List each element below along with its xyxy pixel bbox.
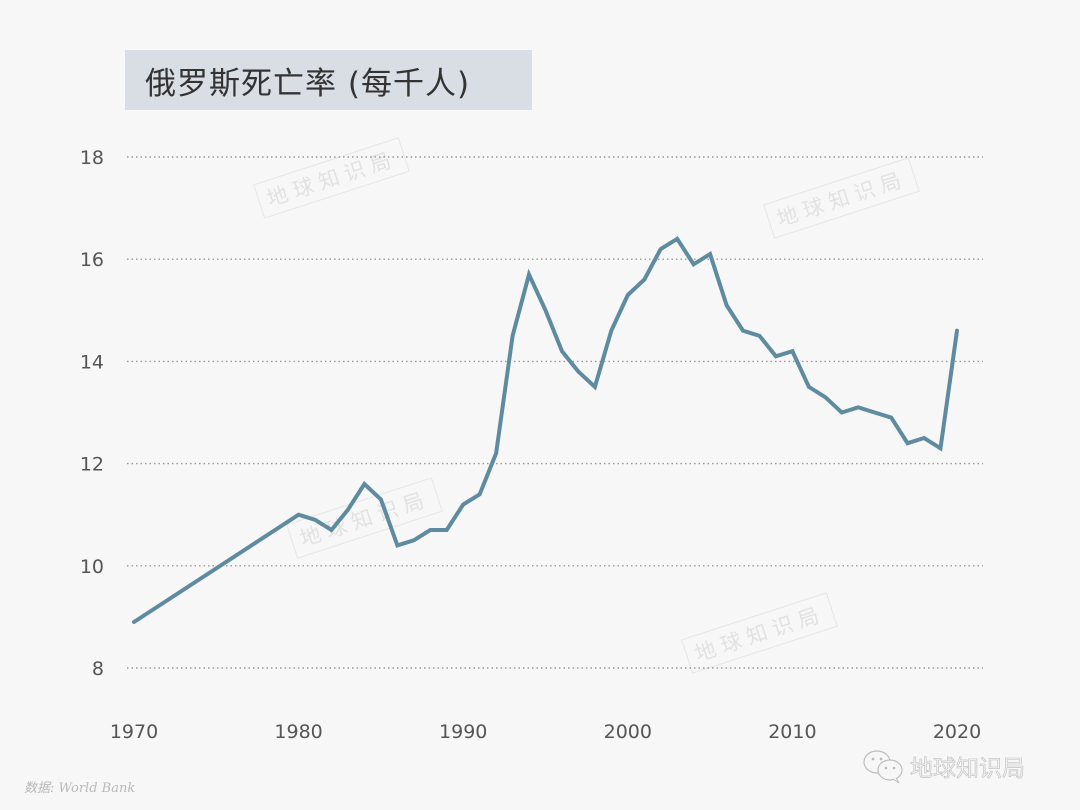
x-tick-label: 1980: [274, 721, 322, 743]
brand-logo: 地球知识局: [862, 748, 1025, 784]
data-source: 数据: World Bank: [24, 781, 136, 796]
y-axis-ticks: 8 10 12 14 16 18: [80, 147, 104, 680]
x-tick-label: 1990: [439, 721, 487, 743]
wechat-icon: [863, 750, 903, 784]
x-tick-label: 1970: [110, 721, 158, 743]
y-tick-label: 14: [80, 351, 104, 373]
brand-name: 地球知识局: [910, 756, 1026, 783]
mortality-rate-line: [132, 236, 959, 624]
x-tick-label: 2000: [604, 721, 652, 743]
x-tick-label: 2020: [933, 721, 981, 743]
gridlines: [127, 156, 983, 669]
y-tick-label: 10: [80, 556, 104, 578]
chart-title-box: 俄罗斯死亡率 (每千人): [125, 50, 532, 110]
x-tick-label: 2010: [768, 721, 816, 743]
chart-title: 俄罗斯死亡率 (每千人): [145, 65, 471, 102]
y-tick-label: 16: [80, 249, 104, 271]
x-axis-ticks: 1970 1980 1990 2000 2010 2020: [110, 721, 981, 743]
y-tick-label: 8: [92, 658, 104, 680]
y-tick-label: 18: [80, 147, 104, 169]
y-tick-label: 12: [80, 454, 104, 476]
